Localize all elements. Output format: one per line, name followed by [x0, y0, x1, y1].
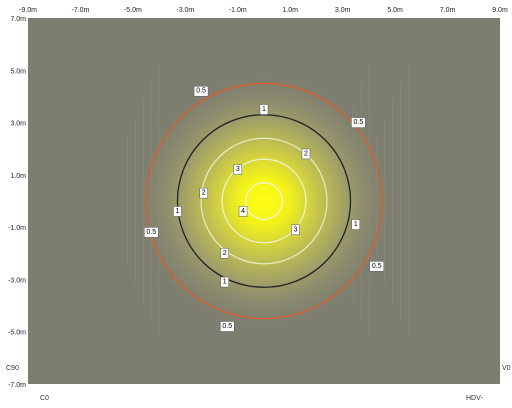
contour-label-box — [199, 187, 208, 199]
contour-label-text: 2 — [223, 250, 227, 257]
contour-label-text: 1 — [262, 106, 266, 113]
contour-label: 0.5 — [369, 261, 385, 272]
x-tick-label: 9.0m — [492, 7, 508, 14]
x-tick-label: 1.0m — [282, 7, 298, 14]
contour-4 — [244, 182, 284, 220]
contour-label: 0.5 — [220, 321, 235, 332]
contour-label-box — [369, 261, 385, 272]
contour-label-text: 0.5 — [146, 229, 156, 236]
contour-label: 0.5 — [143, 227, 159, 238]
contour-label: 0.5 — [351, 117, 366, 128]
x-tick-label: -9.0m — [19, 7, 37, 14]
corner-label-top-left: C90 — [6, 365, 19, 372]
contour-label-box — [220, 321, 235, 332]
contour-label-layer: 4 3 3 2 2 2 1 1 1 1 0.5 0.5 0.5 0.5 0.5 — [143, 85, 385, 332]
contour-label: 3 — [233, 164, 243, 175]
contour-label: 2 — [301, 148, 311, 160]
y-tick-label: 3.0m — [10, 121, 26, 128]
contour-label-text: 1 — [354, 221, 358, 228]
contour-label-text: 1 — [176, 208, 180, 215]
contour-label: 1 — [173, 206, 182, 217]
corner-label-right: V0 — [502, 365, 511, 372]
contour-label-box — [351, 117, 366, 128]
contour-label-box — [238, 206, 248, 217]
contour-label: 1 — [220, 276, 229, 288]
contour-label-box — [301, 148, 311, 160]
x-tick-label: -1.0m — [229, 7, 247, 14]
contour-label: 1 — [259, 104, 269, 115]
contour-label: 2 — [199, 187, 208, 199]
corner-label-bottom-right: HDV- — [466, 395, 483, 402]
x-tick-label: -7.0m — [71, 7, 89, 14]
contour-label-box — [220, 248, 229, 259]
contour-label: 0.5 — [193, 85, 209, 97]
contour-label-text: 2 — [304, 150, 308, 157]
x-tick-label: 7.0m — [440, 7, 456, 14]
contour-2 — [200, 137, 328, 265]
contour-label-box — [291, 224, 300, 236]
hotspot-glow — [127, 64, 401, 338]
contour-label-box — [143, 227, 159, 238]
contour-label: 3 — [291, 224, 300, 236]
y-axis-ticks: 7.0m 5.0m 3.0m 1.0m -1.0m -3.0m -5.0m -7.0m — [8, 16, 26, 389]
x-tick-label: -5.0m — [124, 7, 142, 14]
x-tick-label: 3.0m — [335, 7, 351, 14]
contour-label-box — [173, 206, 182, 217]
contour-label-text: 0.5 — [222, 323, 232, 330]
contour-label-box — [193, 85, 209, 97]
y-tick-label: 7.0m — [10, 16, 26, 23]
contour-label-text: 1 — [223, 279, 227, 286]
contour-label-box — [259, 104, 269, 115]
contour-label-box — [233, 164, 243, 175]
corner-label-bottom-left: C0 — [40, 395, 49, 402]
contour-label: 4 — [238, 206, 248, 217]
x-tick-label: 5.0m — [387, 7, 403, 14]
contour-label-text: 0.5 — [372, 263, 382, 270]
y-tick-label: -3.0m — [8, 277, 26, 284]
contour-label-text: 3 — [294, 226, 298, 233]
contour-label-box — [220, 276, 229, 288]
y-tick-label: 5.0m — [10, 68, 26, 75]
contour-label-box — [351, 219, 361, 230]
x-axis-ticks: -9.0m -7.0m -5.0m -3.0m -1.0m 1.0m 3.0m 5.0m 7.0… — [19, 7, 508, 14]
y-tick-label: -5.0m — [8, 330, 26, 337]
contour-label-text: 3 — [236, 166, 240, 173]
y-tick-label: -1.0m — [8, 225, 26, 232]
contour-label: 1 — [351, 219, 361, 230]
contour-3 — [221, 158, 307, 244]
contour-label-text: 0.5 — [196, 88, 206, 95]
x-tick-label: -3.0m — [176, 7, 194, 14]
y-tick-label: 1.0m — [10, 173, 26, 180]
contour-label: 2 — [220, 248, 229, 259]
contour-label-text: 2 — [202, 190, 206, 197]
contour-0-5 — [145, 82, 383, 320]
contour-label-text: 4 — [241, 208, 245, 215]
contour-label-text: 0.5 — [354, 119, 364, 126]
y-tick-label: -7.0m — [8, 382, 26, 389]
